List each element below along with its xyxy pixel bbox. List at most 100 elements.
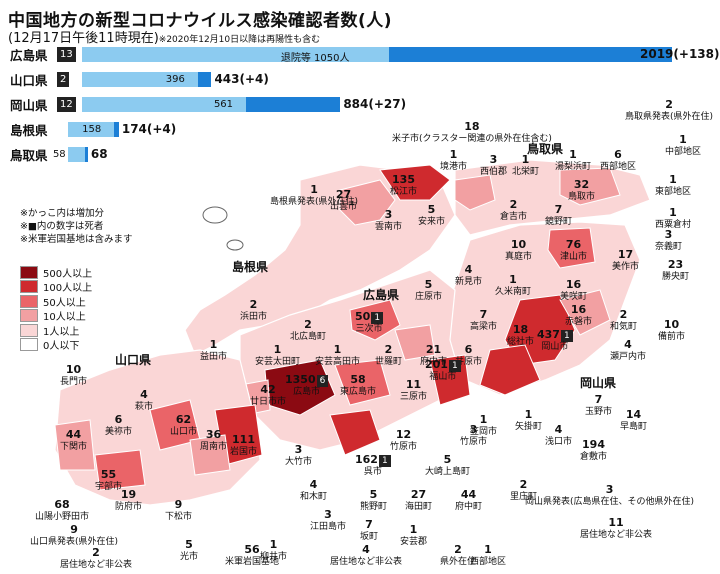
municipality-label: 5 熊野町 xyxy=(360,489,387,512)
municipality-label: 162 1 呉市 xyxy=(355,454,391,478)
legend-swatch xyxy=(20,323,38,337)
municipality-name: 三原市 xyxy=(400,391,428,402)
municipality-name: 美祢市 xyxy=(105,426,133,437)
bar-active xyxy=(114,122,119,137)
municipality-name: 高梁市 xyxy=(470,321,498,332)
bar-recovered xyxy=(82,72,198,87)
municipality-name: 安芸高田市 xyxy=(315,356,361,367)
municipality-label: 16 美咲町 xyxy=(560,279,588,302)
municipality-name: 西伯郡 xyxy=(480,166,508,177)
bar-total-label: 174(+4) xyxy=(121,122,177,136)
municipality-name: 安芸郡 xyxy=(400,536,428,547)
bar-pref-label: 山口県 xyxy=(10,73,48,88)
legend-item: 0人以下 xyxy=(20,338,92,352)
region-misaki xyxy=(559,289,611,336)
case-count: 1 xyxy=(449,148,458,161)
municipality-label: 18 総社市 xyxy=(507,323,534,347)
municipality-label: 10 備前市 xyxy=(658,319,685,342)
case-count: 44 xyxy=(460,488,477,501)
municipality-label: 76 津山市 xyxy=(560,239,587,262)
municipality-name: 防府市 xyxy=(115,501,143,512)
municipality-name: 萩市 xyxy=(135,401,154,412)
municipality-label: 194 倉敷市 xyxy=(580,439,607,462)
legend-item: 10人以上 xyxy=(20,309,92,323)
case-count: 1 xyxy=(479,413,488,426)
municipality-label: 62 山口市 xyxy=(170,414,197,437)
municipality-label: 23 勝央町 xyxy=(662,258,689,282)
case-count: 58 xyxy=(350,373,366,386)
pref-label-yamaguchi: 山口県 xyxy=(115,353,152,367)
legend-swatch xyxy=(20,280,38,294)
bar-row-1: 山口県 2 xyxy=(10,71,70,88)
bar-row-3: 島根県 xyxy=(10,121,58,138)
municipality-name: 竹原市 xyxy=(460,436,488,447)
municipality-label: 2 浜田市 xyxy=(240,298,267,322)
municipality-label: 19 防府市 xyxy=(115,489,143,512)
municipality-name: 瀬戸内市 xyxy=(610,351,647,362)
municipality-label: 7 玉野市 xyxy=(585,394,613,417)
case-count: 6 xyxy=(114,413,123,426)
municipality-label: 201 1 福山市 xyxy=(425,359,461,383)
case-count: 1350 xyxy=(285,373,316,386)
municipality-name: 久米南町 xyxy=(495,286,532,297)
municipality-label: 68 山陽小野田市 xyxy=(35,499,89,522)
bar-total-label: 884(+27) xyxy=(343,97,407,111)
case-count: 27 xyxy=(410,488,427,501)
death-count: 1 xyxy=(371,312,384,324)
bar-recovered xyxy=(68,147,85,162)
municipality-label: 1 笠岡市 xyxy=(470,413,497,437)
municipality-label: 437 1 岡山市 xyxy=(537,329,573,353)
municipality-label: 3 奈義町 xyxy=(655,229,682,252)
legend-swatch xyxy=(20,265,38,279)
municipality-label: 3 竹原市 xyxy=(460,424,488,447)
municipality-name: 東広島市 xyxy=(340,386,377,397)
municipality-label: 16 赤磐市 xyxy=(565,304,592,327)
municipality-label: 2 世羅町 xyxy=(375,344,403,367)
case-count: 2 xyxy=(92,546,100,559)
case-count: 18 xyxy=(512,323,529,336)
legend-swatch xyxy=(20,338,38,352)
municipality-label: 9 山口県発表(県外在住) xyxy=(30,524,118,547)
municipality-label: 44 府中町 xyxy=(455,488,482,512)
case-count: 2 xyxy=(249,298,258,311)
municipality-name: 米子市(クラスター関連の県外在住含む) xyxy=(392,133,552,144)
legend-swatch xyxy=(20,309,38,323)
case-count: 5 xyxy=(185,538,193,551)
municipality-name: 益田市 xyxy=(200,351,228,362)
municipality-name: 安来市 xyxy=(418,216,446,227)
case-count: 111 xyxy=(232,433,255,446)
municipality-label: 5 大崎上島町 xyxy=(425,454,470,477)
legend-item: 100人以上 xyxy=(20,280,92,294)
legend-label: 1人以上 xyxy=(43,326,80,338)
municipality-name: 美咲町 xyxy=(560,291,588,302)
bar-recovered xyxy=(68,122,115,137)
bar-death-count: 2 xyxy=(57,72,70,87)
case-count: 23 xyxy=(667,258,684,271)
municipality-name: 鏡野町 xyxy=(545,216,573,227)
case-count: 1 xyxy=(310,183,318,196)
municipality-name: 和木町 xyxy=(300,491,328,502)
municipality-name: 廿日市市 xyxy=(250,396,287,407)
bar-active xyxy=(388,47,672,62)
case-count: 4 xyxy=(554,423,563,436)
legend-label: 50人以上 xyxy=(43,297,86,309)
legend-swatch xyxy=(20,294,38,308)
municipality-name: 玉野市 xyxy=(585,406,613,417)
region-tsuyama xyxy=(547,227,596,269)
municipality-label: 7 鏡野町 xyxy=(545,204,573,227)
municipality-name: 倉吉市 xyxy=(500,211,528,222)
case-count: 4 xyxy=(309,478,318,491)
municipality-label: 2 県外在住 xyxy=(440,544,476,567)
case-count: 9 xyxy=(174,498,183,511)
municipality-name: 宇部市 xyxy=(95,481,123,492)
page-title: 中国地方の新型コロナウイルス感染確認者数(人) xyxy=(8,11,393,31)
municipality-name: 真庭市 xyxy=(505,251,533,262)
bar-row-2: 岡山県 12 xyxy=(10,96,76,113)
bar-total-label: 443(+4) xyxy=(214,72,269,86)
municipality-name: 世羅町 xyxy=(375,356,403,367)
municipality-label: 1 湯梨浜町 xyxy=(555,149,591,172)
municipality-label: 1 益田市 xyxy=(200,339,228,362)
case-count: 2 xyxy=(665,98,673,111)
case-count: 1 xyxy=(269,538,278,551)
municipality-label: 1 久米南町 xyxy=(495,274,532,297)
